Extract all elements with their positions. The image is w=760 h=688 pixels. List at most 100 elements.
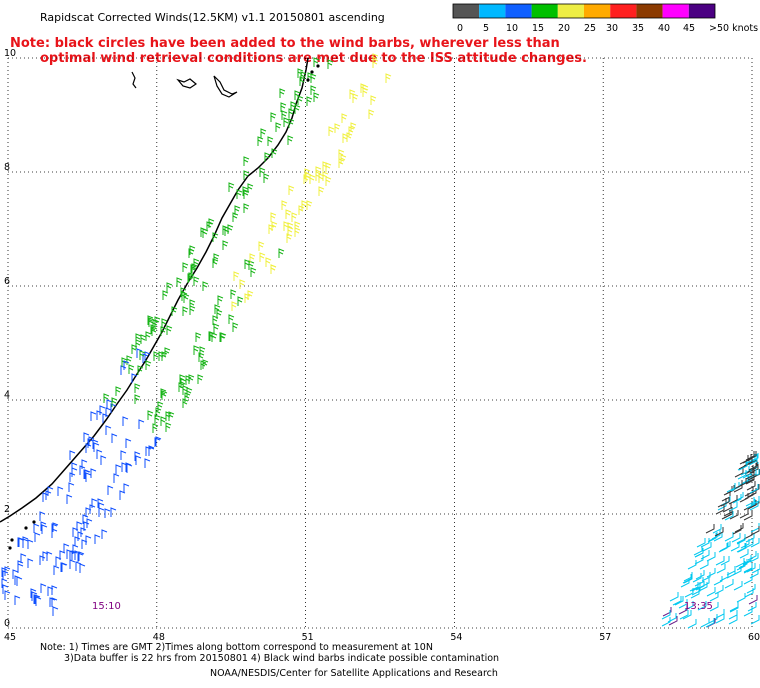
wind-barb [692,573,702,583]
wind-barb [749,553,759,563]
wind-barb [144,351,151,361]
wind-barb [700,538,710,548]
wind-barb [98,502,105,512]
wind-barb [287,222,294,232]
wind-barb [45,490,52,500]
lon-tick-label: 51 [302,632,314,643]
quality-flag-dot [24,526,28,530]
wind-barb [275,122,282,132]
wind-barb [724,532,734,542]
wind-barb [667,613,677,623]
wind-barb [328,126,335,136]
wind-barb [739,509,749,519]
wind-barb [720,556,730,566]
wind-barb [123,360,130,370]
wind-barb [222,240,229,250]
wind-barb [285,209,292,219]
map-grid: 45 48 51 54 57 60 0 2 4 6 8 10 [4,48,760,643]
wind-barb [81,539,88,549]
wind-barb [747,451,757,461]
legend-label: 10 [506,23,518,34]
wind-barb [166,325,173,335]
legend-swatch [636,4,663,18]
wind-barb [745,533,755,543]
wind-barb [131,373,138,383]
wind-barb [747,602,757,612]
wind-barb [751,564,760,574]
wind-barb [270,264,277,274]
wind-barb [746,481,756,491]
wind-barb [144,458,151,468]
wind-barb [101,529,108,539]
wind-barb [107,485,114,495]
wind-barb [96,410,103,420]
wind-barb [719,572,729,582]
wind-barb [153,351,160,361]
wind-barb [715,556,725,566]
wind-barb [161,390,168,400]
wind-barb [30,588,37,598]
wind-barb [165,422,172,432]
wind-barb [92,439,99,449]
wind-barb [147,410,154,420]
wind-barb [155,436,162,446]
wind-barb [228,182,235,192]
wind-barb [749,484,759,494]
wind-barb [243,170,250,180]
wind-barb [712,524,722,534]
wind-barb [287,135,294,145]
wind-barb [75,561,82,571]
wind-barb [17,563,24,573]
lat-tick-label: 6 [4,276,10,287]
lat-tick-label: 0 [4,618,10,629]
wind-barb [78,551,85,561]
legend-swatch [479,4,506,18]
wind-barb [17,560,24,570]
wind-barb [697,601,707,611]
wind-barb [93,442,100,452]
wind-barb [714,527,724,537]
time-label-right: 13:35 [684,601,713,612]
lat-tick-label: 2 [4,504,10,515]
wind-barb [138,419,145,429]
wind-barb [350,122,357,132]
wind-barb [705,524,715,534]
wind-barb [748,461,758,471]
wind-barb [286,233,293,243]
legend-swatch [453,4,480,18]
wind-barb [135,455,142,465]
wind-barb [746,499,756,509]
wind-barb [258,241,265,251]
wind-barb [68,482,75,492]
lon-tick-label: 57 [599,632,611,643]
wind-barb [176,277,183,287]
wind-barb [66,494,73,504]
wind-barb [672,596,682,606]
wind-barb [69,550,76,560]
wind-barb [370,95,377,105]
wind-barb [288,118,295,128]
wind-barb [325,176,332,186]
wind-barb [214,304,221,314]
wind-barb [105,425,112,435]
wind-barb [683,572,693,582]
legend-swatch [531,4,558,18]
wind-barb [193,345,200,355]
wind-barb [47,486,54,496]
wind-barb [722,503,732,513]
wind-barb [42,492,49,502]
wind-barb [213,323,220,333]
wind-barb [69,450,76,460]
wind-barb [145,446,152,456]
wind-barb [4,566,11,576]
wind-barb [728,502,738,512]
wind-barb [750,615,760,625]
wind-barb [110,507,117,517]
wind-barb [315,166,322,176]
wind-barb [76,521,83,531]
wind-barb [749,453,759,463]
wind-barb [105,407,112,417]
legend-label: 0 [457,23,463,34]
wind-barb [128,364,135,374]
wind-barb [298,205,305,215]
